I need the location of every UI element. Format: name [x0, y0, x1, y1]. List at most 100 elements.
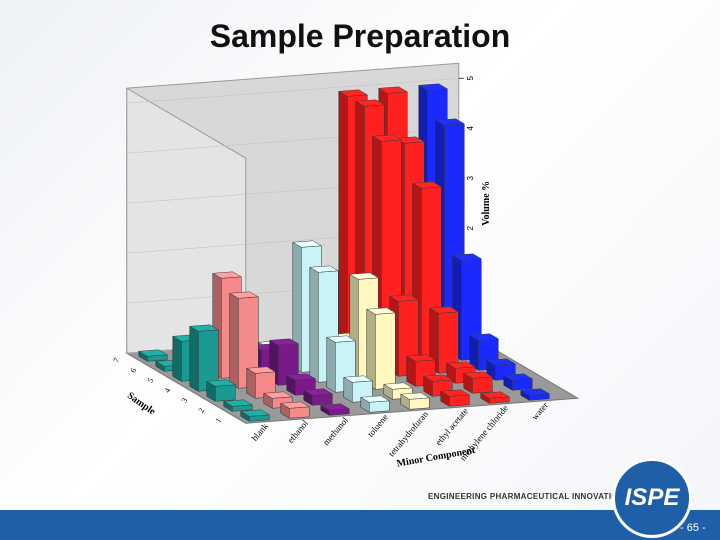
- bar: [439, 389, 471, 407]
- bar: [188, 324, 220, 392]
- bar-top: [354, 99, 386, 107]
- bar-top: [422, 374, 454, 382]
- bar-top: [211, 271, 243, 279]
- tagline: ENGINEERING PHARMACEUTICAL INNOVATION: [428, 492, 624, 501]
- bar-top: [337, 89, 369, 97]
- bar-top: [445, 361, 477, 369]
- y-tick-label: 1: [214, 416, 224, 424]
- bar-side: [189, 325, 199, 392]
- y-tick-label: 4: [163, 386, 173, 394]
- bar-front: [215, 384, 236, 402]
- bar-top: [485, 358, 517, 366]
- bar-top: [137, 349, 169, 357]
- bar-front: [289, 406, 310, 419]
- bar-front: [369, 400, 390, 413]
- bar-top: [291, 240, 323, 248]
- footer-bar: [0, 510, 720, 540]
- bar-top: [188, 324, 220, 332]
- logo: ISPE: [612, 458, 692, 538]
- slide-title: Sample Preparation: [209, 18, 511, 54]
- bar: [365, 307, 397, 390]
- bar-top: [371, 134, 403, 142]
- bar: [462, 371, 494, 394]
- bar-front: [512, 378, 533, 391]
- bar-top: [462, 371, 494, 379]
- bar: [137, 349, 169, 362]
- z-tick-label: 4: [466, 126, 475, 131]
- x-tick-label: ethyl acetate: [433, 406, 470, 447]
- bar-top: [382, 382, 414, 390]
- bar-top: [377, 86, 409, 94]
- bar: [245, 366, 277, 399]
- bar-side: [326, 336, 336, 393]
- y-tick-label: 3: [180, 396, 190, 404]
- bar: [205, 379, 237, 402]
- y-tick-label: 5: [146, 376, 156, 384]
- grid-line: [126, 78, 459, 104]
- x-tick-label: blank: [249, 421, 270, 443]
- bar: [519, 388, 551, 401]
- bar-top: [479, 391, 511, 399]
- bar-top: [502, 373, 534, 381]
- bar-top: [434, 118, 466, 126]
- bar-top: [439, 389, 471, 397]
- bar: [359, 395, 391, 413]
- x-tick-label: tetrahydrofuran: [386, 409, 430, 459]
- x-tick-label: toluene: [365, 412, 390, 439]
- y-axis-label: Sample: [125, 390, 158, 417]
- bar-top: [285, 373, 317, 381]
- bar-top: [359, 395, 391, 403]
- z-tick-label: 2: [466, 226, 475, 231]
- y-tick-label: 6: [129, 366, 139, 374]
- bar-side: [229, 292, 239, 389]
- bar-top: [268, 338, 300, 346]
- chart: 012345Volume %blankethanolmethanoltoluen…: [112, 62, 580, 470]
- bar-top: [417, 83, 449, 91]
- bar-top: [365, 307, 397, 315]
- bar-front: [375, 312, 396, 390]
- bar-top: [245, 366, 277, 374]
- bar-top: [279, 401, 311, 409]
- bar-top: [451, 253, 483, 261]
- bar-top: [308, 265, 340, 273]
- bar-top: [205, 379, 237, 387]
- bar-top: [302, 388, 334, 396]
- bar-top: [411, 181, 443, 189]
- bar-top: [399, 392, 431, 400]
- z-axis-label: Volume %: [481, 181, 492, 226]
- bar-top: [388, 294, 420, 302]
- bar-front: [409, 397, 430, 410]
- z-tick-label: 3: [466, 176, 475, 181]
- bar-front: [312, 393, 333, 406]
- bar-top: [239, 409, 271, 417]
- bar-side: [172, 335, 182, 382]
- bar-top: [262, 391, 294, 399]
- bar-side: [309, 266, 319, 383]
- bar-front: [449, 394, 470, 407]
- x-tick-label: water: [529, 400, 550, 422]
- bar: [239, 409, 271, 422]
- bar-top: [348, 272, 380, 280]
- bar-front: [472, 376, 493, 394]
- bar: [279, 401, 311, 419]
- z-tick-label: 5: [466, 76, 475, 81]
- bar-top: [405, 354, 437, 362]
- bar: [502, 373, 534, 391]
- bar-top: [325, 335, 357, 343]
- bar-side: [338, 90, 348, 347]
- bar-top: [468, 333, 500, 341]
- bar: [222, 399, 254, 412]
- x-tick-label: ethanol: [285, 418, 310, 445]
- bar: [302, 388, 334, 406]
- bar-top: [342, 375, 374, 383]
- bar: [319, 403, 351, 416]
- bar-top: [519, 388, 551, 396]
- bar: [325, 335, 357, 393]
- bar-top: [228, 291, 260, 299]
- bar-top: [428, 306, 460, 314]
- bar-side: [366, 308, 376, 390]
- y-tick-label: 7: [112, 356, 122, 364]
- y-tick-label: 2: [197, 406, 207, 414]
- bar-top: [319, 403, 351, 411]
